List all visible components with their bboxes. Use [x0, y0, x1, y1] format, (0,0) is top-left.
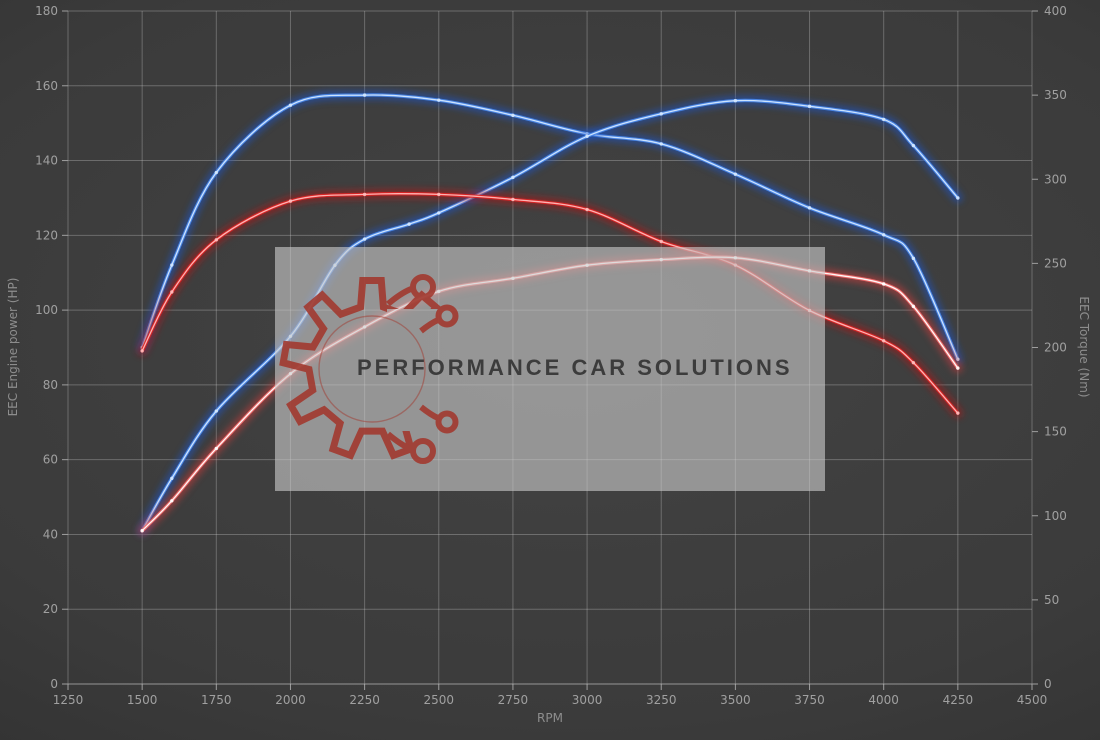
data-point-power-red	[881, 282, 886, 286]
data-point-torque-blue	[170, 263, 174, 267]
data-point-power-blue	[911, 143, 916, 148]
watermark-text: PERFORMANCE CAR SOLUTIONS	[357, 355, 793, 380]
x-tick-label: 3000	[572, 693, 603, 707]
curves	[137, 89, 963, 536]
data-point-torque-red	[288, 199, 293, 203]
data-point-torque-blue	[911, 256, 916, 261]
right-tick-label: 400	[1044, 4, 1067, 18]
right-tick-label: 250	[1044, 256, 1067, 270]
x-tick-label: 3750	[794, 693, 825, 707]
x-tick-label: 1500	[127, 693, 158, 707]
data-point-torque-red	[437, 192, 441, 197]
data-point-torque-blue	[881, 233, 886, 237]
x-axis-title: RPM	[537, 711, 563, 725]
data-point-power-blue	[881, 117, 886, 122]
data-point-torque-blue	[214, 170, 219, 175]
data-point-torque-red	[140, 349, 144, 353]
data-point-torque-red	[956, 411, 960, 415]
x-tick-label: 3250	[646, 693, 677, 707]
data-point-power-blue	[733, 99, 738, 103]
data-point-torque-blue	[288, 103, 293, 107]
left-tick-label: 0	[50, 677, 58, 691]
data-point-torque-blue	[437, 98, 441, 102]
x-tick-label: 2500	[423, 693, 454, 707]
data-point-power-blue	[407, 222, 411, 226]
curve-torque-red	[137, 188, 963, 419]
watermark: PERFORMANCE CAR SOLUTIONS	[275, 247, 825, 491]
data-point-torque-blue	[511, 113, 515, 118]
data-point-torque-red	[585, 207, 589, 212]
curve-torque-blue	[137, 89, 963, 365]
x-tick-label: 2000	[275, 693, 306, 707]
data-point-power-blue	[956, 196, 960, 200]
data-point-power-red	[911, 304, 916, 309]
left-tick-label: 180	[35, 4, 58, 18]
left-tick-label: 20	[43, 602, 58, 616]
data-point-torque-red	[511, 197, 515, 202]
right-tick-label: 300	[1044, 172, 1067, 186]
left-axis-title: EEC Engine power (HP)	[6, 278, 20, 417]
pcs-logo-gear-circuit-icon	[279, 274, 465, 464]
x-tick-label: 1750	[201, 693, 232, 707]
data-point-power-blue	[170, 476, 174, 481]
x-tick-label: 3500	[720, 693, 751, 707]
left-tick-label: 40	[43, 527, 58, 541]
right-axis-title: EEC Torque (Nm)	[1077, 296, 1091, 397]
data-point-power-red	[214, 446, 219, 451]
left-tick-label: 120	[35, 228, 58, 242]
data-point-power-red	[140, 529, 144, 533]
axes: 1250 1500 1750 2000 2250 2500 2750 3000 3250 3500…	[6, 4, 1091, 725]
left-tick-label: 160	[35, 79, 58, 93]
right-tick-label: 200	[1044, 341, 1067, 355]
right-tick-label: 100	[1044, 509, 1067, 523]
data-point-torque-red	[214, 238, 219, 242]
data-point-torque-red	[659, 239, 663, 244]
x-tick-label: 2750	[498, 693, 529, 707]
data-point-torque-blue	[807, 206, 812, 210]
data-point-power-blue	[807, 104, 812, 109]
right-tick-label: 150	[1044, 425, 1067, 439]
data-point-power-blue	[511, 175, 515, 180]
x-tick-label: 4500	[1017, 693, 1048, 707]
right-tick-label: 350	[1044, 88, 1067, 102]
data-point-power-blue	[659, 112, 663, 116]
data-point-power-blue	[585, 134, 589, 138]
x-tick-label: 4000	[868, 693, 899, 707]
data-point-torque-blue	[733, 172, 738, 176]
x-tick-label: 2250	[349, 693, 380, 707]
data-point-power-blue	[437, 211, 441, 215]
data-point-power-blue	[362, 237, 367, 241]
data-point-torque-red	[911, 360, 916, 365]
data-point-power-blue	[214, 409, 219, 413]
x-tick-label: 4250	[943, 693, 974, 707]
right-tick-label: 50	[1044, 593, 1059, 607]
data-point-torque-blue	[659, 142, 663, 146]
data-point-power-red	[170, 499, 174, 503]
data-point-power-red	[956, 366, 960, 370]
data-point-torque-red	[170, 290, 174, 294]
left-tick-label: 60	[43, 453, 58, 467]
data-point-torque-blue	[362, 93, 367, 97]
left-tick-label: 140	[35, 154, 58, 168]
right-tick-label: 0	[1044, 677, 1052, 691]
curve-core-torque-red	[141, 193, 959, 414]
data-point-torque-red	[362, 192, 367, 197]
left-tick-label: 100	[35, 303, 58, 317]
x-tick-label: 1250	[53, 693, 84, 707]
data-point-torque-red	[881, 339, 886, 343]
left-tick-label: 80	[43, 378, 58, 392]
